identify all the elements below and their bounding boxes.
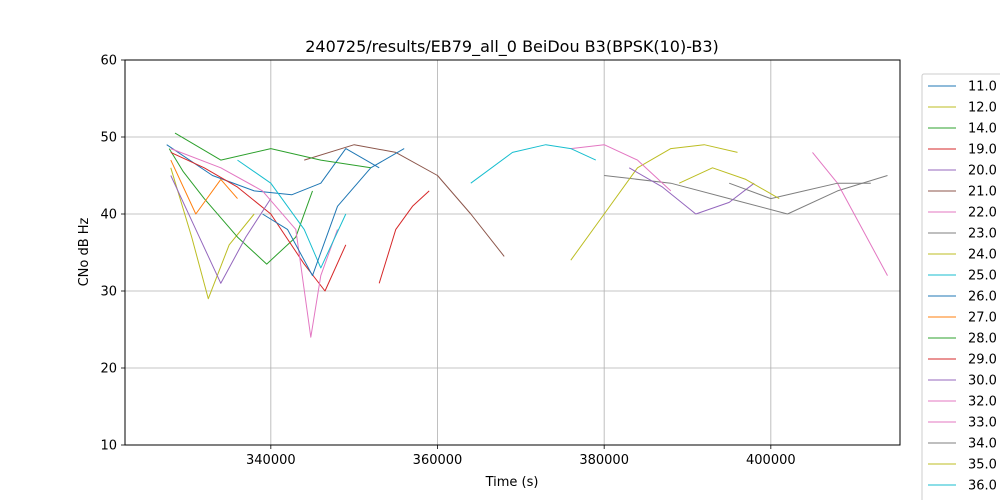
series-line-27-0: [170, 159, 238, 215]
series-line-11-0: [166, 144, 380, 196]
legend-entry: 28.0: [968, 332, 997, 347]
legend-box: [921, 73, 1000, 500]
y-axis-label: CNo dB Hz: [77, 217, 92, 286]
series-line-22-0: [170, 148, 338, 338]
plot-area: [125, 60, 900, 445]
x-tick-label: 360000: [413, 453, 463, 468]
series-line-36-0: [470, 144, 597, 184]
legend-entry: 30.0: [968, 374, 997, 389]
series-line-35-0: [678, 167, 780, 200]
y-tick-label: 30: [100, 285, 117, 300]
legend-entry: 27.0: [968, 311, 997, 326]
legend-entry: 25.0: [968, 269, 997, 284]
chart-title: 240725/results/EB79_all_0 BeiDou B3(BPSK…: [305, 37, 719, 57]
legend: 11.0 12.0 14.0 19.0 20.0 21.0 22.0 23.0 24.0 25.0…: [921, 73, 1000, 500]
legend-entry: 35.0: [968, 458, 997, 473]
series-line-23-0: [604, 175, 888, 215]
y-tick-label: 60: [100, 54, 117, 69]
legend-entry: 12.0: [968, 101, 997, 116]
series-line-34-0: [729, 182, 871, 200]
y-tick-label: 50: [100, 131, 117, 146]
y-tick-label: 20: [100, 362, 117, 377]
series-line-25-0: [237, 159, 347, 269]
legend-entry: 20.0: [968, 164, 997, 179]
ticks: 340000 360000 380000 400000 10 20 30 40 50 60: [100, 54, 795, 469]
series-line-29-0: [378, 190, 430, 284]
legend-entry: 33.0: [968, 416, 997, 431]
legend-entry: 11.0: [968, 80, 997, 95]
legend-entry: 24.0: [968, 248, 997, 263]
legend-entry: 32.0: [968, 395, 997, 410]
x-axis-label: Time (s): [485, 475, 539, 490]
legend-entry: 23.0: [968, 227, 997, 242]
y-tick-label: 40: [100, 208, 117, 223]
series-line-19-0: [170, 151, 347, 292]
series-line-20-0: [170, 175, 272, 284]
series-line-14-0: [168, 148, 313, 265]
legend-entry: 14.0: [968, 122, 997, 137]
series-line-21-0: [304, 144, 505, 257]
series-line-24-0: [570, 144, 738, 261]
legend-entry: 34.0: [968, 437, 997, 452]
y-tick-label: 10: [100, 439, 117, 454]
legend-entry: 21.0: [968, 185, 997, 200]
x-tick-label: 340000: [246, 453, 296, 468]
legend-entry: 22.0: [968, 206, 997, 221]
series-layer: [166, 132, 888, 338]
plot-frame: [124, 59, 901, 446]
legend-entry: 36.0: [968, 479, 997, 494]
series-line-30-0: [628, 167, 755, 215]
series-line-33-0: [812, 152, 888, 276]
series-line-32-0: [570, 144, 672, 192]
legend-entry: 19.0: [968, 143, 997, 158]
legend-entry: 29.0: [968, 353, 997, 368]
series-line-26-0: [262, 148, 405, 277]
series-line-12-0: [170, 167, 255, 300]
x-tick-label: 400000: [746, 453, 796, 468]
x-tick-label: 380000: [579, 453, 629, 468]
legend-entry: 26.0: [968, 290, 997, 305]
series-line-28-0: [174, 132, 371, 169]
